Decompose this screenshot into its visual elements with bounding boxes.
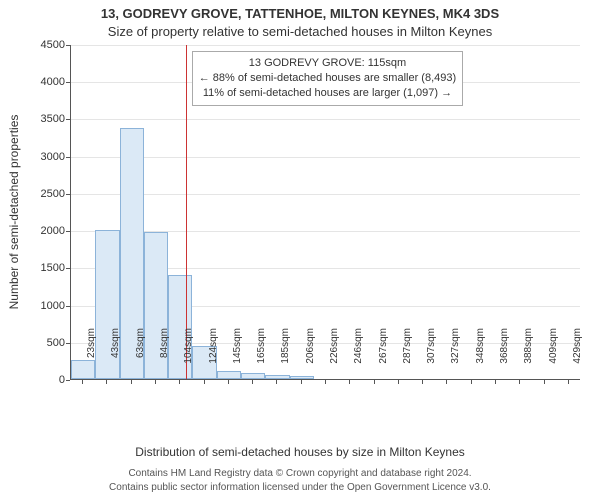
x-tick-label: 246sqm <box>353 328 364 383</box>
y-tick-mark <box>66 82 70 83</box>
x-tick-mark <box>446 380 447 384</box>
x-tick-label: 165sqm <box>256 328 267 383</box>
x-tick-mark <box>82 380 83 384</box>
x-tick-mark <box>301 380 302 384</box>
x-tick-label: 287sqm <box>402 328 413 383</box>
footer-line2: Contains public sector information licen… <box>0 482 600 493</box>
x-tick-mark <box>204 380 205 384</box>
y-tick-label: 0 <box>25 374 65 386</box>
chart-title-line1: 13, GODREVY GROVE, TATTENHOE, MILTON KEY… <box>0 6 600 21</box>
x-tick-label: 145sqm <box>232 328 243 383</box>
x-tick-label: 307sqm <box>426 328 437 383</box>
y-tick-mark <box>66 380 70 381</box>
x-tick-label: 388sqm <box>523 328 534 383</box>
x-tick-label: 63sqm <box>135 328 146 383</box>
y-tick-label: 2000 <box>25 225 65 237</box>
x-tick-label: 348sqm <box>475 328 486 383</box>
y-tick-mark <box>66 306 70 307</box>
footer-line1: Contains HM Land Registry data © Crown c… <box>0 468 600 479</box>
y-tick-mark <box>66 157 70 158</box>
x-tick-mark <box>544 380 545 384</box>
x-tick-label: 409sqm <box>548 328 559 383</box>
x-tick-mark <box>155 380 156 384</box>
x-tick-mark <box>471 380 472 384</box>
x-tick-mark <box>519 380 520 384</box>
y-tick-mark <box>66 45 70 46</box>
annotation-box: 13 GODREVY GROVE: 115sqm← 88% of semi-de… <box>192 51 463 106</box>
x-tick-label: 43sqm <box>110 328 121 383</box>
y-tick-label: 500 <box>25 337 65 349</box>
x-tick-mark <box>325 380 326 384</box>
x-tick-label: 327sqm <box>450 328 461 383</box>
x-tick-label: 429sqm <box>572 328 583 383</box>
x-tick-mark <box>495 380 496 384</box>
chart-container: 13, GODREVY GROVE, TATTENHOE, MILTON KEY… <box>0 0 600 500</box>
chart-title-line2: Size of property relative to semi-detach… <box>0 24 600 39</box>
x-tick-label: 267sqm <box>378 328 389 383</box>
gridline <box>71 157 580 158</box>
x-tick-mark <box>276 380 277 384</box>
x-axis-label: Distribution of semi-detached houses by … <box>0 445 600 459</box>
y-tick-label: 1000 <box>25 300 65 312</box>
y-tick-label: 3500 <box>25 113 65 125</box>
x-tick-mark <box>106 380 107 384</box>
x-tick-mark <box>179 380 180 384</box>
x-tick-label: 226sqm <box>329 328 340 383</box>
x-tick-label: 23sqm <box>86 328 97 383</box>
y-axis-label: Number of semi-detached properties <box>7 115 21 310</box>
x-tick-label: 84sqm <box>159 328 170 383</box>
y-tick-mark <box>66 194 70 195</box>
x-tick-label: 206sqm <box>305 328 316 383</box>
y-tick-mark <box>66 343 70 344</box>
y-tick-mark <box>66 119 70 120</box>
x-tick-label: 124sqm <box>208 328 219 383</box>
gridline <box>71 194 580 195</box>
y-tick-label: 4000 <box>25 76 65 88</box>
y-tick-label: 3000 <box>25 151 65 163</box>
x-tick-label: 104sqm <box>183 328 194 383</box>
y-tick-label: 4500 <box>25 39 65 51</box>
x-tick-mark <box>422 380 423 384</box>
x-tick-label: 368sqm <box>499 328 510 383</box>
annotation-line1: 13 GODREVY GROVE: 115sqm <box>199 56 456 71</box>
x-tick-mark <box>398 380 399 384</box>
annotation-line2: ← 88% of semi-detached houses are smalle… <box>199 71 456 86</box>
y-tick-mark <box>66 231 70 232</box>
gridline <box>71 45 580 46</box>
annotation-line3: 11% of semi-detached houses are larger (… <box>199 86 456 101</box>
y-tick-label: 1500 <box>25 262 65 274</box>
x-tick-mark <box>228 380 229 384</box>
x-tick-mark <box>568 380 569 384</box>
gridline <box>71 119 580 120</box>
y-tick-mark <box>66 268 70 269</box>
x-tick-mark <box>131 380 132 384</box>
x-tick-mark <box>374 380 375 384</box>
y-tick-label: 2500 <box>25 188 65 200</box>
x-tick-mark <box>252 380 253 384</box>
x-tick-mark <box>349 380 350 384</box>
x-tick-label: 185sqm <box>280 328 291 383</box>
